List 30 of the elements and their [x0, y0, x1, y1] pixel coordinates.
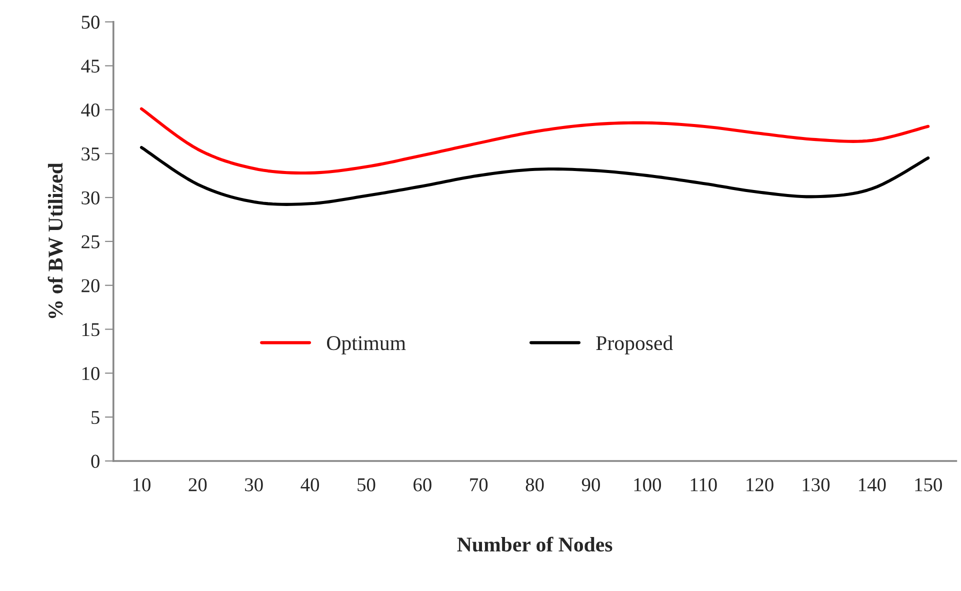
- y-tick-label: 15: [82, 323, 100, 336]
- x-tick-label: 80: [526, 478, 544, 492]
- y-tick-label: 35: [82, 147, 100, 161]
- x-tick-label: 100: [634, 478, 662, 492]
- x-axis-title: Number of Nodes: [457, 536, 612, 552]
- x-tick-label: 10: [133, 478, 150, 492]
- x-tick-label: 130: [802, 478, 830, 492]
- y-tick-label: 10: [82, 366, 100, 380]
- y-tick-label: 45: [81, 60, 100, 73]
- x-tick-label: 20: [188, 478, 207, 492]
- x-tick-label: 140: [859, 478, 886, 492]
- legend-label: Proposed: [596, 336, 673, 354]
- x-tick-label: 120: [746, 478, 774, 492]
- y-tick-label: 30: [82, 191, 100, 204]
- y-tick-label: 50: [82, 16, 100, 29]
- y-tick-label: 25: [82, 235, 100, 248]
- x-tick-label: 40: [300, 478, 320, 492]
- y-axis-title: % of BW Utilized: [48, 162, 63, 318]
- y-tick-label: 0: [91, 454, 100, 468]
- y-tick-label: 40: [81, 104, 100, 117]
- x-tick-label: 90: [582, 478, 600, 492]
- x-tick-label: 70: [470, 478, 488, 492]
- x-tick-label: 150: [915, 478, 942, 492]
- y-tick-label: 5: [92, 411, 100, 424]
- x-tick-label: 110: [690, 478, 717, 492]
- x-tick-label: 50: [358, 478, 376, 492]
- x-tick-label: 60: [414, 478, 432, 492]
- y-tick-label: 20: [82, 279, 100, 292]
- legend-label: Optimum: [327, 336, 406, 354]
- x-tick-label: 30: [245, 478, 263, 492]
